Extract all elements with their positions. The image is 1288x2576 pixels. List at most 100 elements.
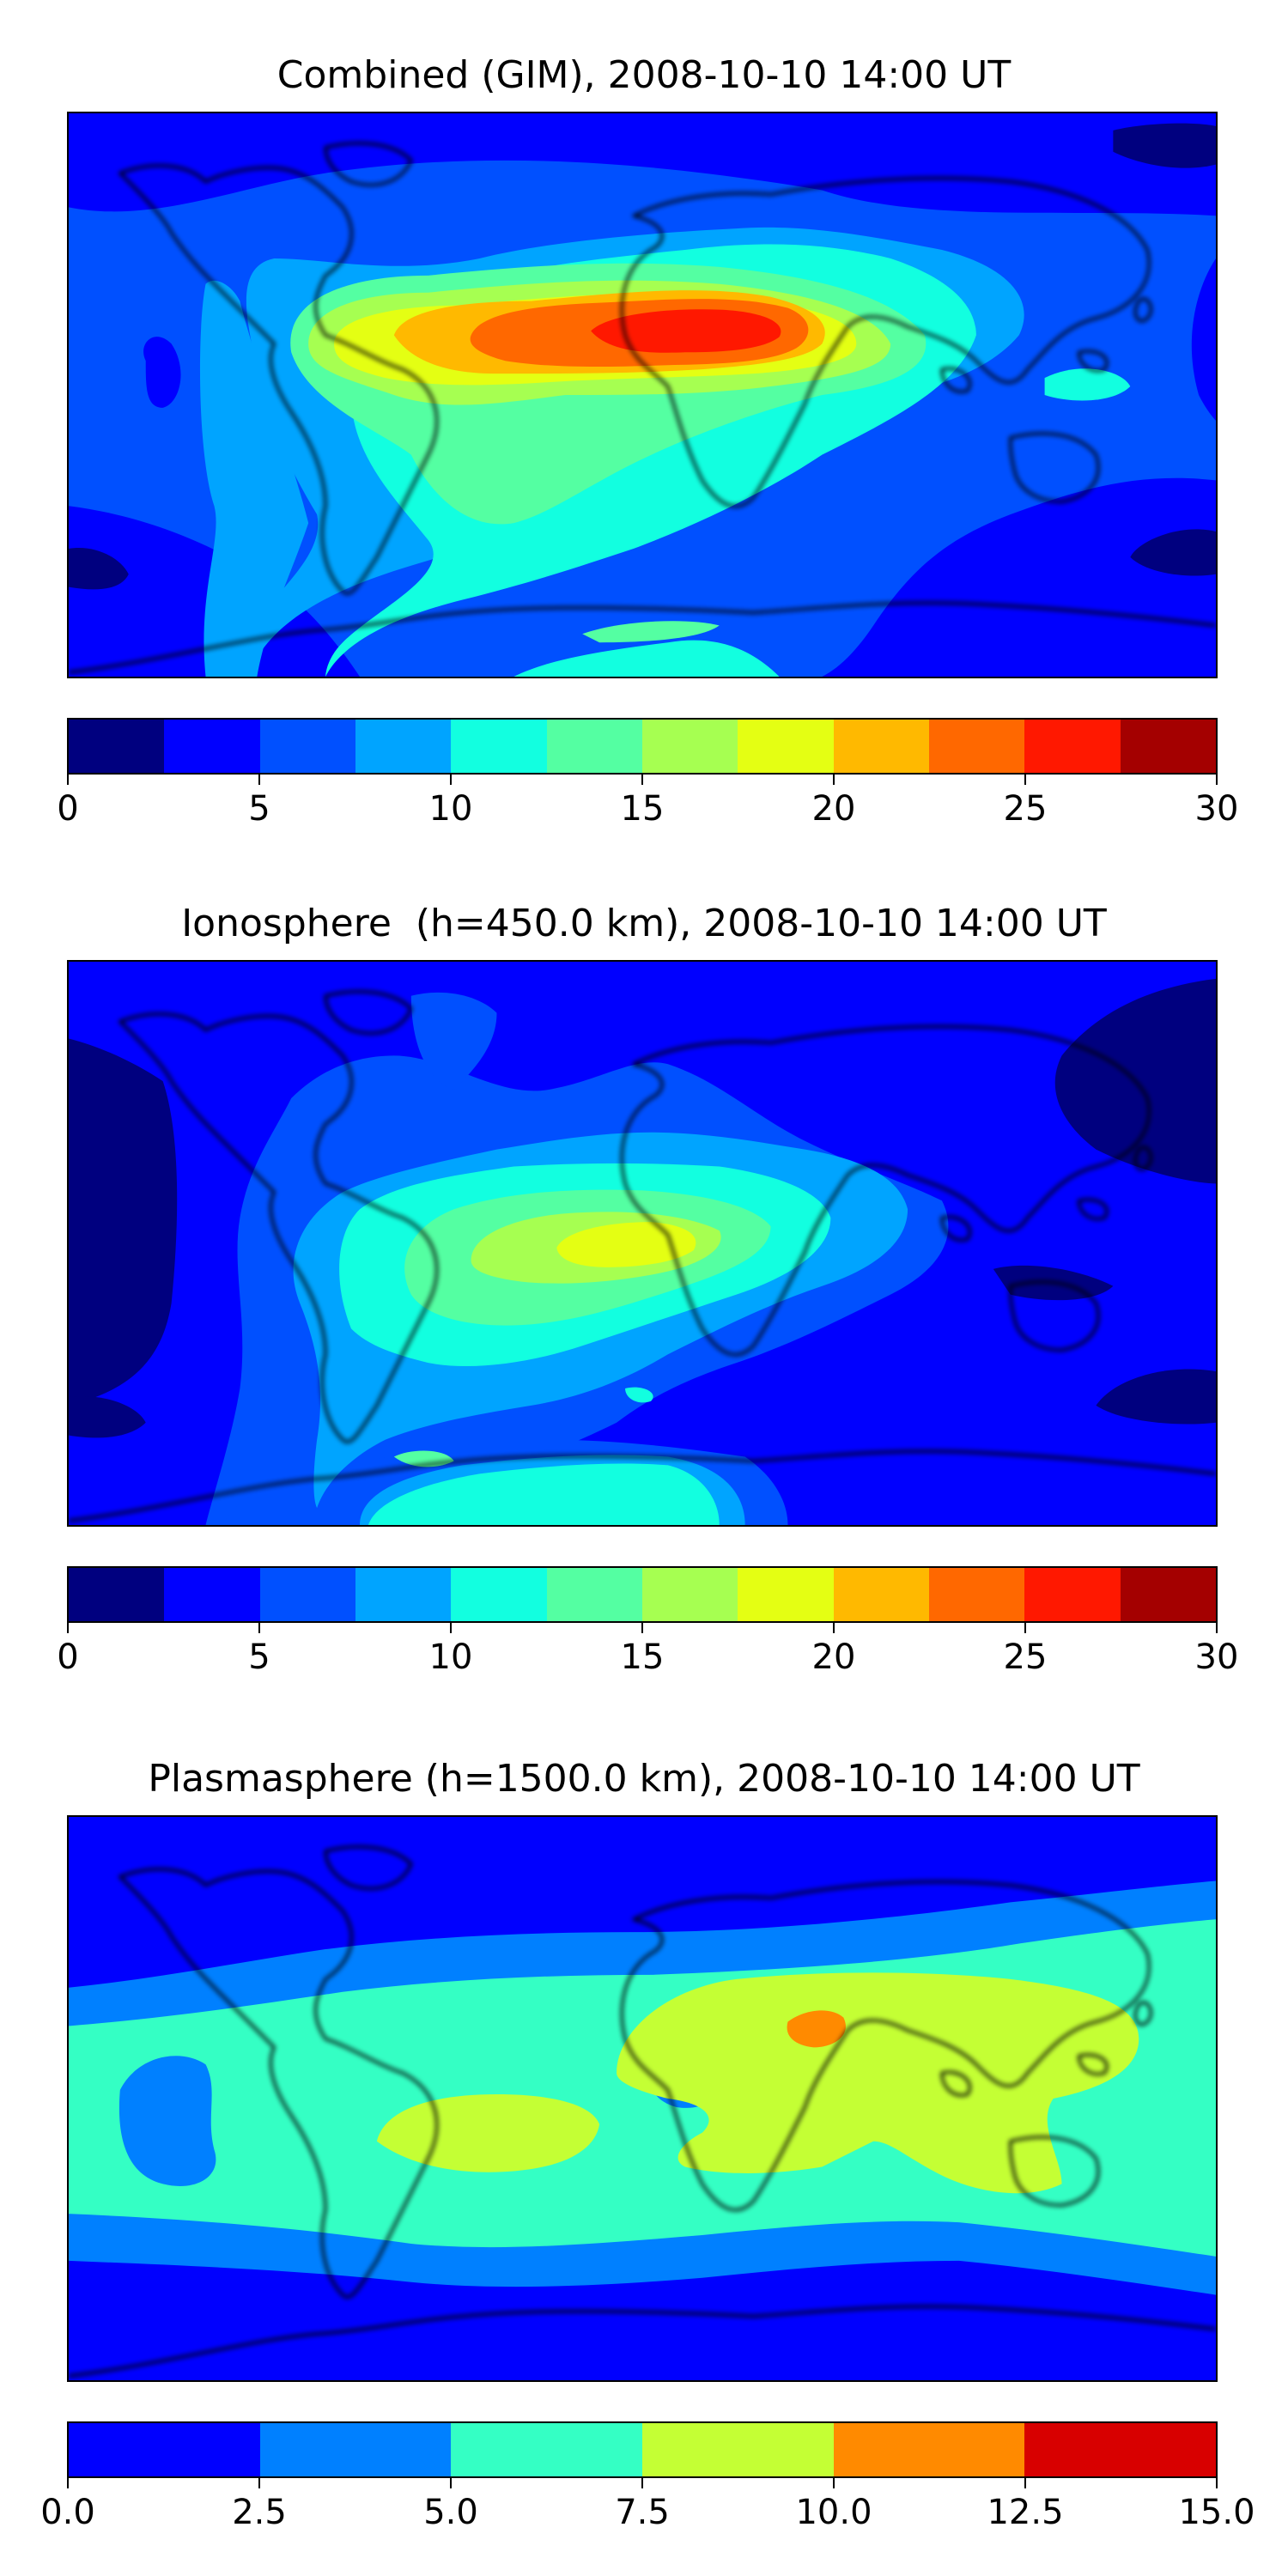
colorbar-tick [1024,1623,1026,1633]
tec-level-band [1113,123,1216,168]
colorbar-tick-label: 0 [57,789,79,829]
tec-level-band [368,1463,720,1525]
tec-level-band [69,1395,146,1438]
colorbar-tick [1216,2478,1218,2488]
colorbar-segment [641,720,738,773]
colorbar-tick [67,2478,69,2488]
colorbar-tick [1216,1623,1218,1633]
colorbar-segment [355,1568,452,1621]
tec-level-band [143,337,181,408]
colorbar [67,1566,1218,1623]
colorbar [67,2421,1218,2478]
colorbar-tick [258,2478,260,2488]
colorbar-tick-label: 25 [1003,1637,1048,1677]
colorbar-tick-label: 25 [1003,789,1048,829]
tec-level-band [118,2056,216,2186]
colorbar-tick-label: 0 [57,1637,79,1677]
colorbar-ticks: 0.0 2.5 5.0 7.5 10.0 12.5 15.0 [40,2478,1255,2532]
colorbar-segment [259,720,355,773]
colorbar-segment [259,2423,452,2476]
colorbar-tick-label: 10.0 [795,2493,872,2532]
colorbar-tick-label: 0.0 [40,2493,95,2532]
colorbar-segment [738,720,834,773]
colorbar-segment [355,720,452,773]
tec-level-band [513,640,780,677]
coastline [620,1880,1151,2211]
coastline [118,1868,439,2299]
coastline [1009,432,1100,503]
colorbar-segment [451,720,547,773]
coastline [69,1449,1216,1522]
coastline [1077,2053,1109,2075]
tec-level-band [410,992,497,1091]
coastline [118,164,439,595]
tec-level-band [1130,529,1216,576]
colorbar-tick [641,2478,643,2488]
tec-level-band [625,1387,653,1403]
colorbar-segment [69,2423,260,2476]
tec-level-band [591,309,781,353]
panel-title: Ionosphere (h=450.0 km), 2008-10-10 14:0… [181,902,1107,945]
colorbar-tick-label: 5 [248,1637,270,1677]
tec-map-ionosphere [67,960,1218,1527]
colorbar-tick [641,1623,643,1633]
tec-level-band [787,2010,846,2048]
tec-level-band [69,1038,178,1406]
colorbar-segment [1024,2423,1217,2476]
tec-level-band [1191,258,1216,421]
panel-combined: Combined (GIM), 2008-10-10 14:00 UT [0,0,1288,859]
colorbar-segment [833,720,929,773]
coastlines [69,1845,1216,2378]
colorbar-tick [67,1623,69,1633]
tec-level-band [199,280,309,677]
panel-title: Combined (GIM), 2008-10-10 14:00 UT [276,53,1012,97]
colorbar-tick-label: 10 [428,1637,473,1677]
coastlines [69,142,1216,674]
colorbar-tick-label: 2.5 [232,2493,287,2532]
colorbar-tick [450,775,452,785]
coastline [69,601,1216,674]
colorbar-segment [833,2423,1025,2476]
colorbar-segment [451,2423,643,2476]
panel-title: Plasmasphere (h=1500.0 km), 2008-10-10 1… [148,1757,1140,1801]
coastline [118,1012,439,1443]
coastline [324,1845,413,1890]
colorbar-tick [641,775,643,785]
tec-level-band [376,2094,600,2172]
panel-plasmasphere: Plasmasphere (h=1500.0 km), 2008-10-10 1… [0,1717,1288,2576]
colorbar-tick [833,2478,835,2488]
colorbar-segment [451,1568,547,1621]
colorbar-segment [928,1568,1025,1621]
colorbar-segment [1120,720,1216,773]
tec-level-band [69,113,1216,156]
colorbar-tick-label: 20 [811,789,856,829]
tec-level-band [556,1222,696,1267]
colorbar-segment [642,2423,834,2476]
colorbar-tick [450,1623,452,1633]
coastline [1133,297,1152,323]
colorbar-tick-label: 15.0 [1178,2493,1255,2532]
colorbar-tick-label: 12.5 [987,2493,1064,2532]
tec-map-plasmasphere [67,1815,1218,2382]
coastline [940,2070,971,2097]
coastline [1133,1145,1152,1171]
tec-level-band [1096,1369,1216,1425]
colorbar-segment [833,1568,929,1621]
colorbar-tick [67,775,69,785]
coastline [324,142,413,186]
colorbar-segment [1024,720,1121,773]
colorbar-tick-label: 5.0 [423,2493,478,2532]
colorbar-segment [259,1568,355,1621]
colorbar-tick [450,2478,452,2488]
coastline [940,367,971,393]
colorbar-tick [833,1623,835,1633]
colorbar-tick [1024,775,1026,785]
tec-level-band [69,547,129,590]
colorbar-segment [164,1568,260,1621]
colorbar-tick [1216,775,1218,785]
colorbar-segment [738,1568,834,1621]
tec-level-band [582,621,720,643]
colorbar-ticks: 0 5 10 15 20 25 30 [57,1623,1238,1677]
colorbar-tick [258,775,260,785]
coastline [620,177,1151,507]
